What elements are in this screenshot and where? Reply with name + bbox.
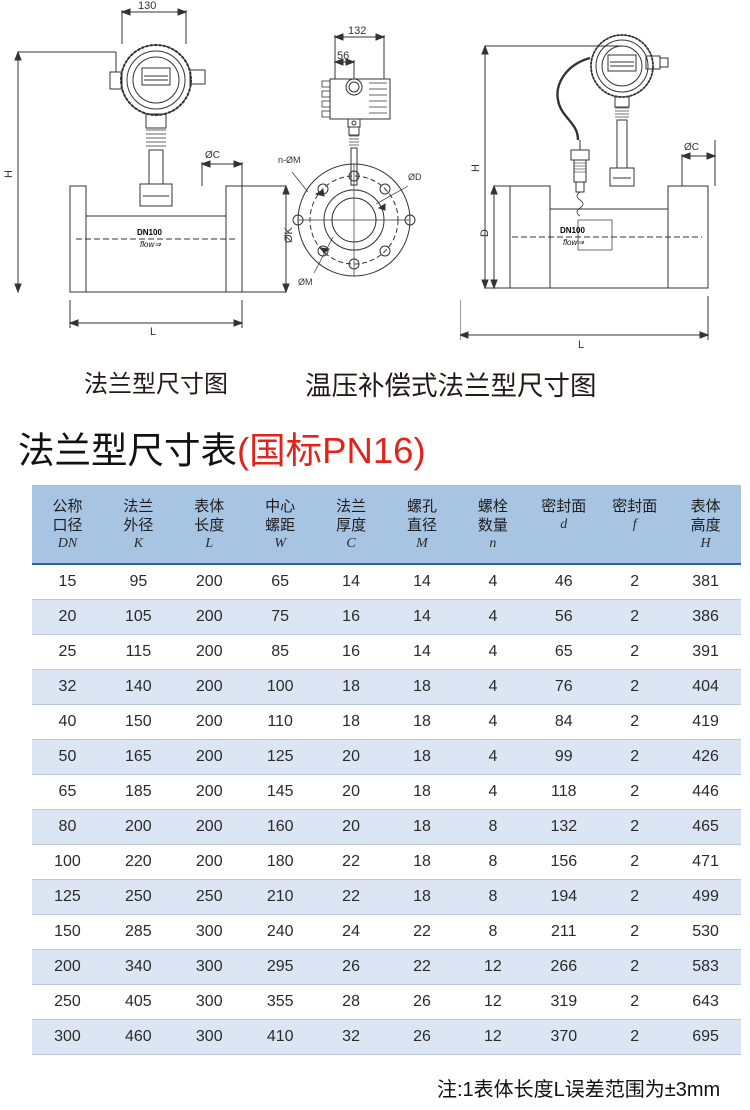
svg-text:L: L — [150, 326, 156, 338]
svg-text:130: 130 — [138, 0, 156, 12]
svg-text:132: 132 — [348, 25, 366, 37]
svg-text:flow⇒: flow⇒ — [563, 238, 584, 247]
svg-text:DN100: DN100 — [137, 228, 162, 237]
svg-text:ØM: ØM — [298, 277, 313, 287]
svg-text:ØD: ØD — [408, 172, 422, 182]
svg-text:L: L — [578, 339, 584, 350]
svg-text:DN100: DN100 — [560, 226, 585, 235]
svg-text:D: D — [479, 229, 491, 237]
svg-text:flow⇒: flow⇒ — [140, 240, 161, 249]
svg-text:56: 56 — [337, 50, 349, 62]
svg-text:H: H — [3, 170, 15, 178]
svg-text:H: H — [470, 164, 482, 172]
svg-text:n-ØM: n-ØM — [278, 155, 301, 165]
svg-text:ØC: ØC — [205, 150, 220, 161]
svg-text:ØC: ØC — [684, 142, 699, 153]
